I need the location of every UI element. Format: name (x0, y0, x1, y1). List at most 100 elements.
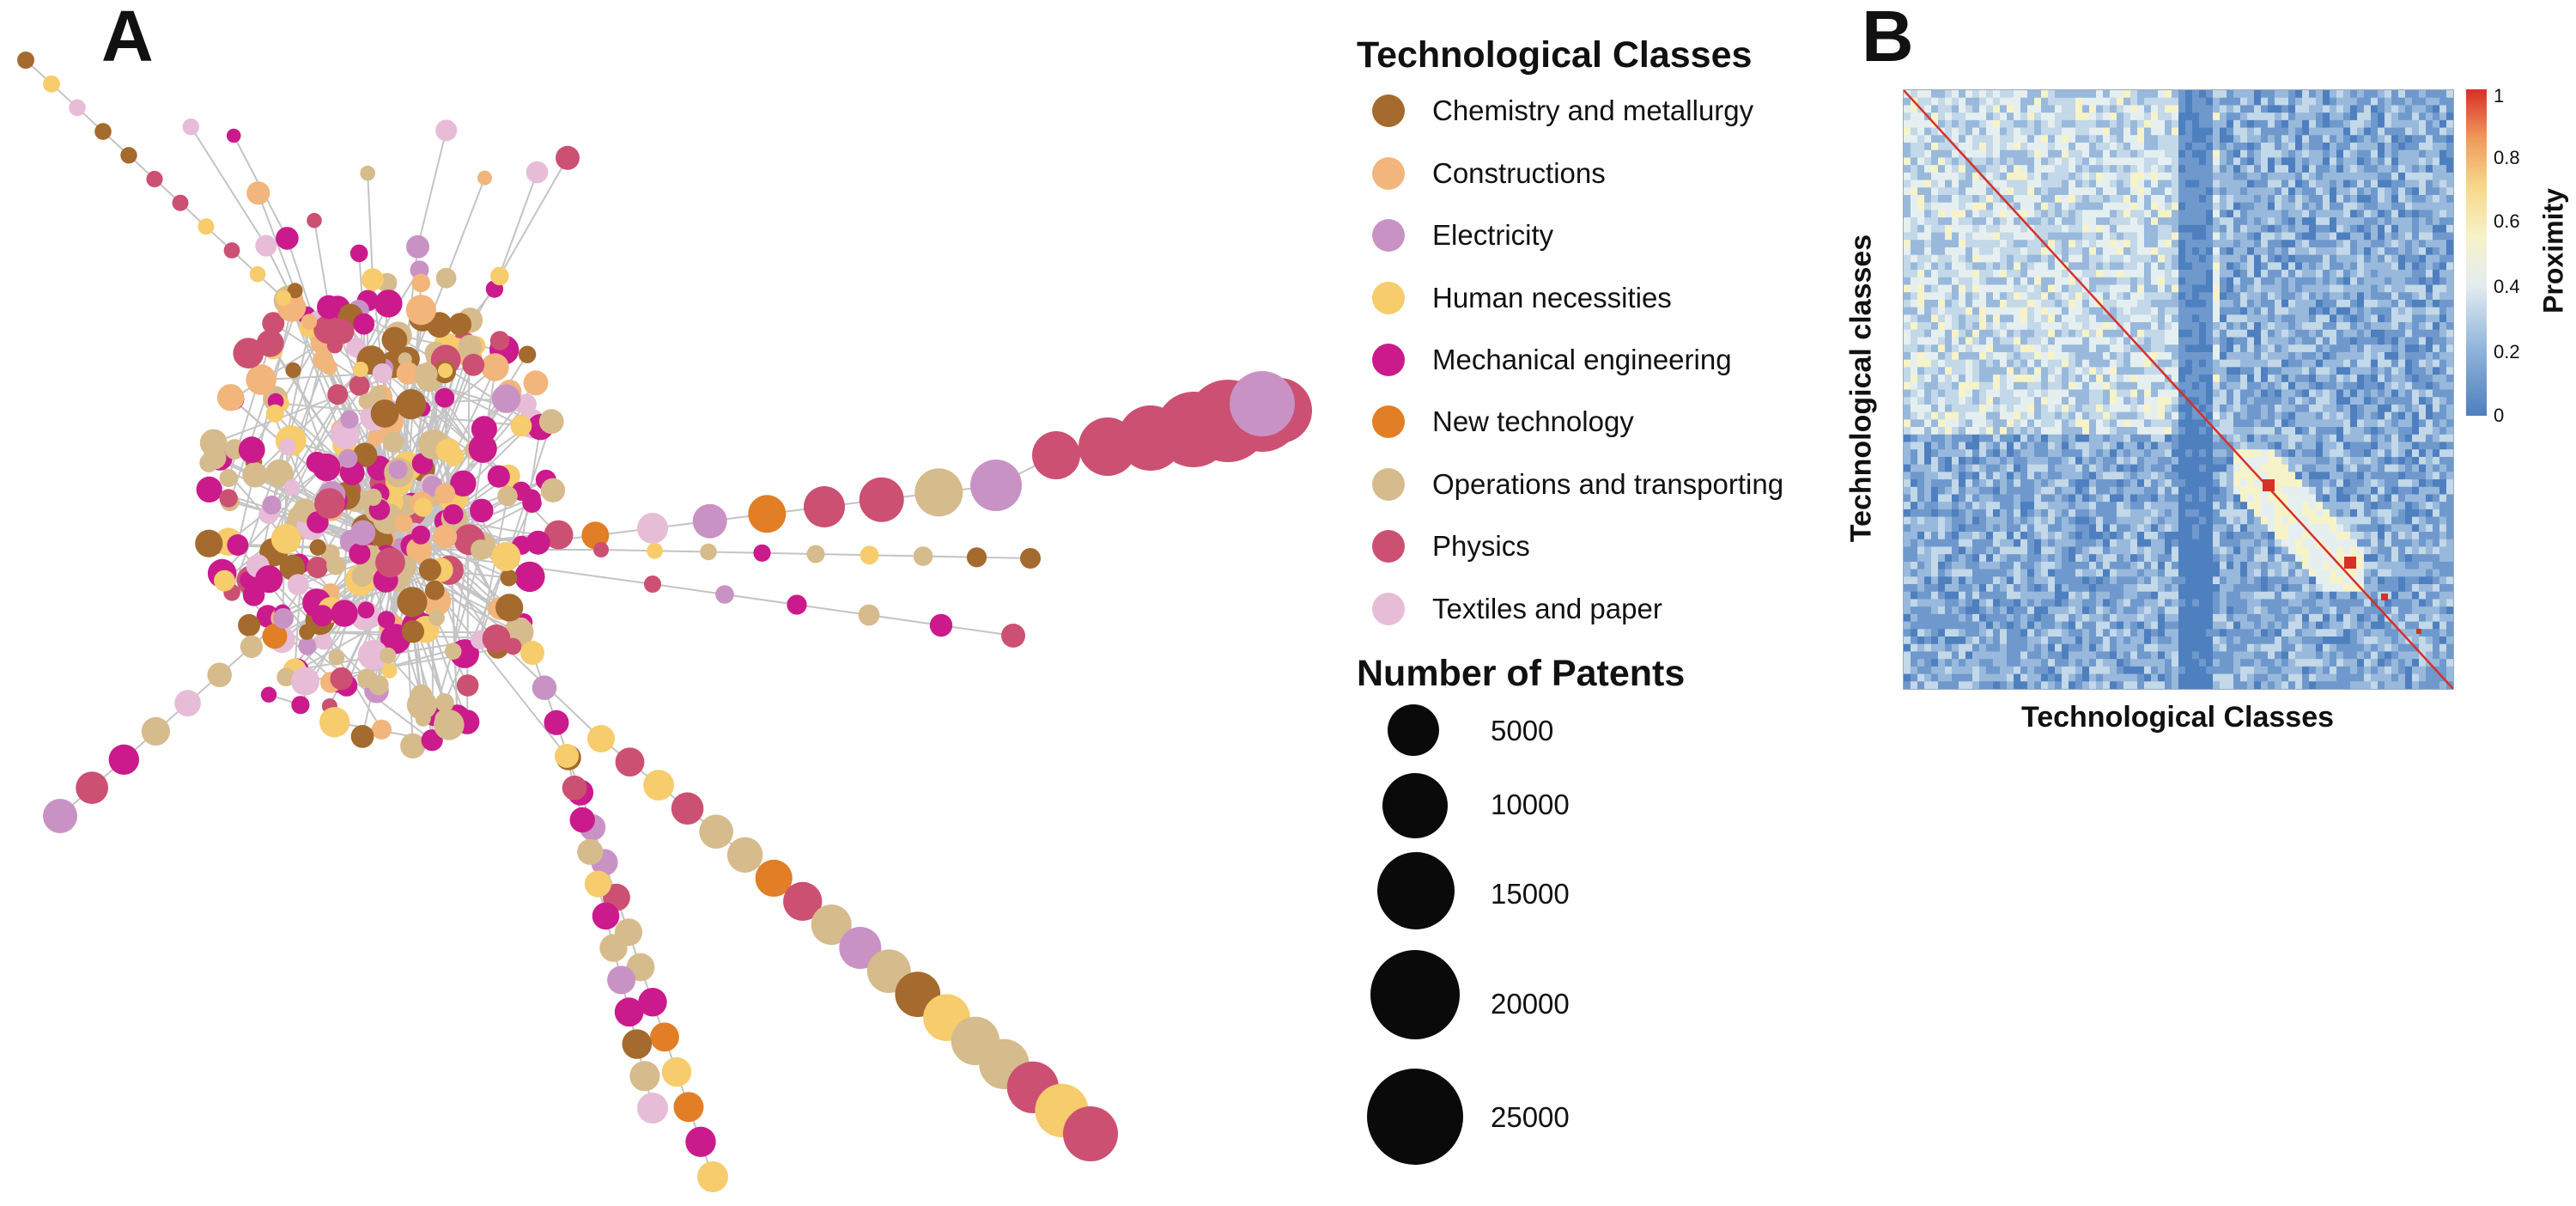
heatmap-cell (2288, 113, 2296, 121)
heatmap-cell (1979, 105, 1987, 113)
heatmap-cell (2330, 367, 2337, 375)
heatmap-cell (2295, 119, 2303, 128)
heatmap-cell (1965, 411, 1973, 420)
legend-label: Physics (1432, 530, 1530, 562)
heatmap-cell (1959, 307, 1966, 315)
heatmap-cell (2213, 149, 2221, 158)
heatmap-cell (2350, 119, 2358, 128)
heatmap-cell (2158, 232, 2166, 241)
heatmap-cell (2439, 344, 2447, 353)
heatmap-cell (2041, 419, 2049, 428)
heatmap-cell (2089, 217, 2097, 226)
heatmap-cell (2316, 254, 2324, 263)
heatmap-cell (2247, 149, 2255, 158)
heatmap-cell (2302, 411, 2310, 420)
heatmap-cell (2281, 240, 2289, 248)
heatmap-cell (2137, 314, 2145, 323)
heatmap-cell (2020, 419, 2028, 428)
heatmap-cell (2378, 187, 2385, 196)
heatmap-cell (2144, 307, 2152, 315)
heatmap-cell (2385, 187, 2392, 196)
network-node (328, 319, 355, 344)
heatmap-cell (2419, 127, 2427, 136)
heatmap-cell (2151, 389, 2159, 398)
heatmap-cell (1972, 449, 1980, 458)
heatmap-cell (2014, 180, 2021, 188)
heatmap-cell (2412, 210, 2420, 218)
heatmap-cell (2378, 97, 2385, 106)
heatmap-cell (2220, 119, 2227, 128)
heatmap-cell (2178, 149, 2186, 158)
heatmap-cell (2364, 270, 2372, 278)
heatmap-cell (2419, 337, 2427, 345)
heatmap-cell (2302, 375, 2310, 383)
heatmap-cell (2014, 149, 2021, 158)
heatmap-cell (1952, 135, 1959, 143)
heatmap-cell (2240, 172, 2248, 180)
heatmap-cell (2350, 277, 2358, 285)
heatmap-cell (2439, 292, 2447, 301)
heatmap-cell (2123, 224, 2131, 233)
heatmap-cell (2192, 375, 2200, 383)
heatmap-cell (2103, 127, 2111, 136)
heatmap-cell (2199, 262, 2207, 271)
heatmap-cell (2295, 277, 2303, 285)
heatmap-cell (2316, 165, 2324, 174)
heatmap-cell (2343, 449, 2351, 458)
heatmap-cell (2082, 90, 2090, 99)
heatmap-cell (2110, 149, 2117, 158)
heatmap-cell (2055, 240, 2063, 248)
heatmap-cell (2302, 344, 2310, 353)
heatmap-cell (2055, 314, 2063, 323)
heatmap-cell (2020, 277, 2028, 285)
heatmap-cell (2385, 449, 2392, 458)
network-node (622, 1029, 653, 1059)
heatmap-cell (2034, 284, 2042, 293)
heatmap-cell (2137, 442, 2145, 450)
heatmap-cell (2405, 404, 2413, 413)
heatmap-cell (2192, 359, 2200, 368)
heatmap-cell (1952, 127, 1959, 136)
heatmap-cell (2185, 135, 2193, 143)
heatmap-cell (2165, 337, 2172, 345)
heatmap-cell (1917, 427, 1925, 436)
heatmap-cell (2378, 419, 2385, 428)
heatmap-cell (2364, 172, 2372, 180)
heatmap-cell (2007, 97, 2014, 106)
heatmap-cell (2178, 299, 2186, 308)
heatmap-cell (2130, 113, 2138, 121)
heatmap-cell (2082, 180, 2090, 188)
heatmap-cell (1945, 224, 1953, 233)
heatmap-cell (2405, 232, 2413, 241)
heatmap-cell (2446, 375, 2453, 383)
heatmap-cell (1931, 359, 1939, 368)
heatmap-cell (2110, 404, 2117, 413)
heatmap-cell (1986, 149, 1994, 158)
heatmap-cell (2151, 224, 2159, 233)
heatmap-cell (2117, 254, 2124, 263)
heatmap-cell (2254, 270, 2262, 278)
heatmap-cell (2082, 449, 2090, 458)
network-node (489, 331, 510, 350)
heatmap-cell (2254, 456, 2262, 466)
heatmap-cell (2144, 375, 2152, 383)
heatmap-cell (2281, 142, 2289, 151)
heatmap-cell (2254, 351, 2262, 361)
heatmap-cell (2062, 389, 2069, 398)
heatmap-cell (2336, 119, 2344, 128)
heatmap-cell (2433, 329, 2440, 338)
heatmap-cell (1945, 359, 1953, 368)
heatmap-cell (2309, 180, 2317, 188)
heatmap-cell (2178, 157, 2186, 166)
heatmap-cell (2268, 262, 2275, 271)
heatmap-cell (2275, 224, 2282, 233)
heatmap-cell (1959, 449, 1966, 458)
heatmap-cell (1917, 322, 1925, 331)
heatmap-cell (1959, 217, 1966, 226)
heatmap-cell (2103, 90, 2111, 99)
heatmap-cell (1965, 97, 1973, 106)
heatmap-cell (2275, 337, 2282, 345)
heatmap-cell (1904, 254, 1911, 263)
heatmap-cell (2082, 135, 2090, 143)
heatmap-cell (1986, 232, 1994, 241)
